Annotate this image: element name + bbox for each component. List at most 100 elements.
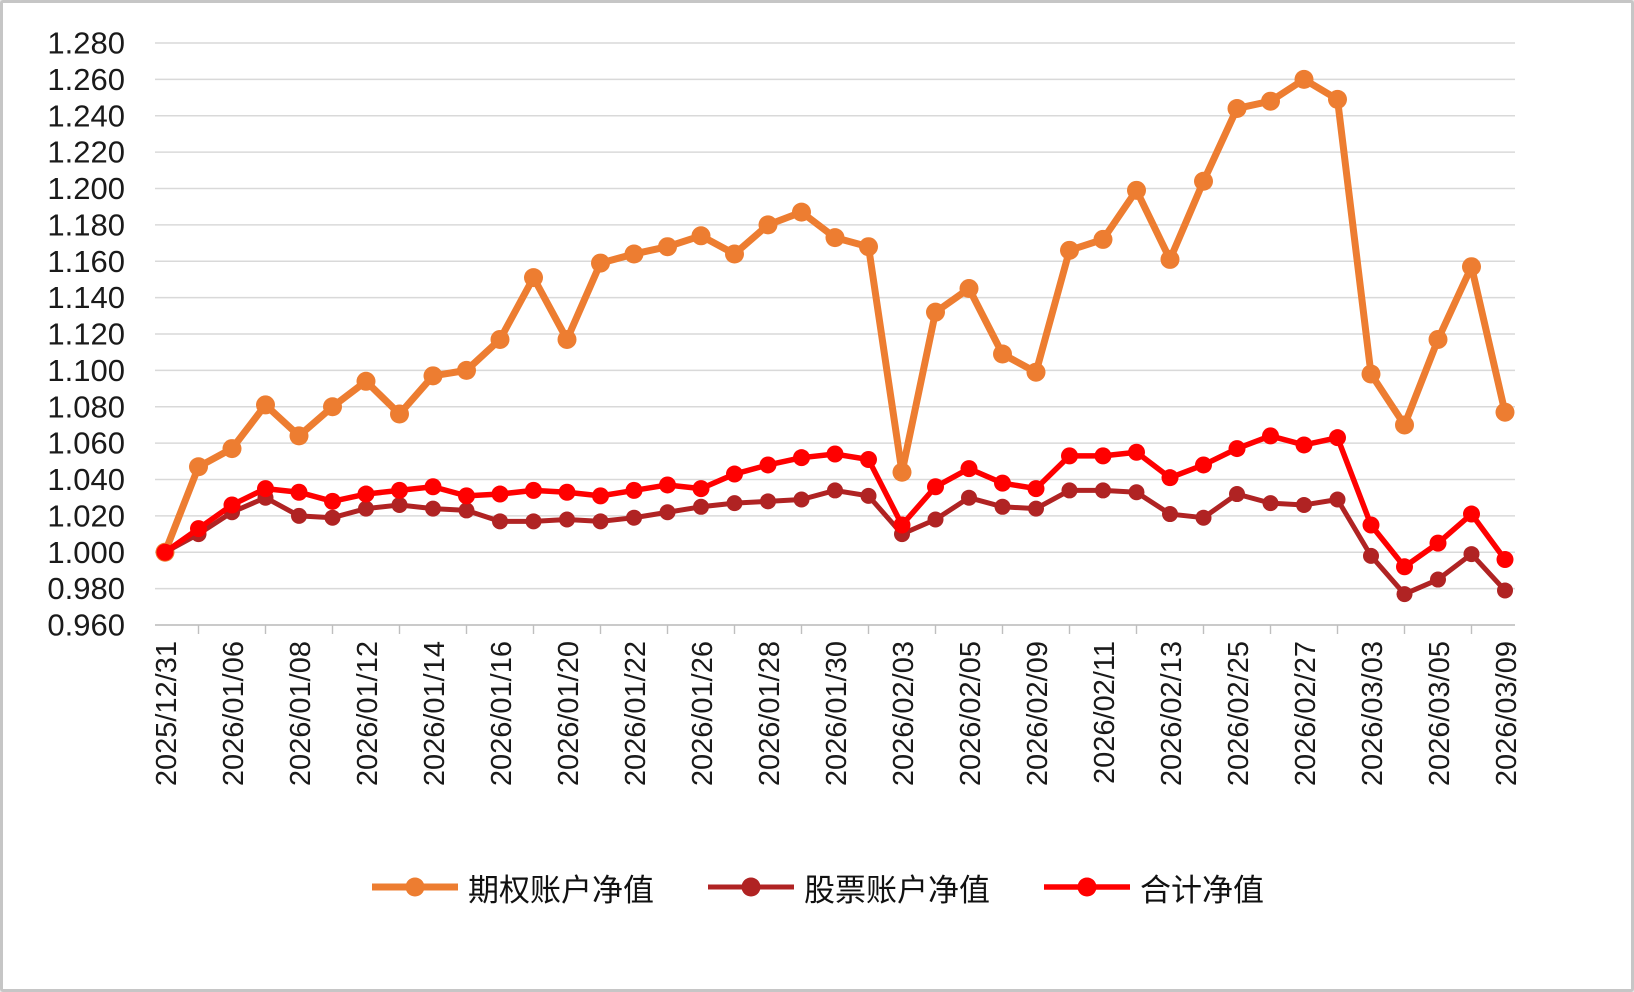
data-point-marker — [927, 478, 944, 496]
data-point-marker — [1463, 505, 1480, 523]
data-point-marker — [1396, 558, 1413, 576]
x-axis-tick-label: 2026/01/14 — [419, 641, 451, 786]
data-point-marker — [624, 244, 644, 264]
net-value-line-chart: 1.2801.2601.2401.2201.2001.1801.1601.140… — [47, 26, 1523, 787]
data-point-marker — [1161, 469, 1179, 487]
data-point-marker — [525, 481, 542, 499]
data-point-marker — [827, 482, 843, 499]
data-point-marker — [1061, 447, 1078, 465]
y-axis-tick-label: 1.220 — [47, 135, 125, 170]
data-point-marker — [1195, 509, 1212, 526]
data-point-marker — [1328, 89, 1347, 109]
x-axis-tick-label: 2026/02/05 — [955, 641, 987, 786]
data-point-marker — [1194, 171, 1213, 191]
data-point-marker — [490, 329, 510, 349]
x-axis-tick-label: 2026/03/09 — [1491, 641, 1523, 786]
data-point-marker — [1094, 447, 1112, 465]
data-point-marker — [156, 543, 174, 561]
data-point-marker — [591, 253, 610, 273]
data-point-marker — [959, 279, 979, 299]
data-point-marker — [659, 476, 676, 494]
data-point-marker — [726, 495, 743, 512]
y-axis-tick-label: 1.280 — [47, 26, 125, 61]
data-point-marker — [892, 462, 912, 482]
legend-label: 股票账户净值 — [804, 872, 990, 908]
data-point-marker — [1128, 484, 1145, 501]
data-point-marker — [994, 498, 1011, 515]
data-point-marker — [256, 395, 275, 415]
data-point-marker — [291, 507, 307, 524]
data-point-marker — [860, 487, 877, 504]
x-axis-tick-label: 2026/01/22 — [620, 641, 652, 786]
data-point-marker — [190, 520, 207, 538]
data-point-marker — [1395, 415, 1414, 435]
data-point-marker — [760, 493, 776, 510]
x-axis-tick-label: 2026/01/30 — [821, 641, 853, 786]
data-point-marker — [492, 513, 508, 530]
x-axis-tick-label: 2026/01/12 — [352, 641, 384, 786]
data-point-marker — [424, 478, 442, 496]
y-axis-tick-label: 1.080 — [47, 389, 125, 424]
y-axis-tick-label: 1.040 — [47, 462, 125, 497]
data-point-marker — [1229, 486, 1245, 503]
data-point-marker — [725, 244, 744, 264]
y-axis-tick-label: 0.960 — [47, 608, 125, 643]
data-point-marker — [859, 237, 878, 257]
data-point-marker — [726, 465, 743, 483]
data-point-marker — [1128, 443, 1145, 461]
data-point-marker — [557, 329, 577, 349]
data-point-marker — [961, 489, 977, 506]
data-point-marker — [1329, 429, 1346, 447]
data-point-marker — [1160, 249, 1180, 269]
y-axis-tick-label: 1.200 — [47, 171, 125, 206]
data-point-marker — [1363, 547, 1379, 564]
y-axis-tick-label: 1.260 — [47, 62, 125, 97]
data-point-marker — [357, 485, 375, 503]
x-axis-tick-label: 2026/03/03 — [1357, 641, 1389, 786]
y-axis-tick-label: 1.000 — [47, 535, 125, 570]
x-axis-tick-label: 2026/01/28 — [754, 641, 786, 786]
series-line-0 — [161, 75, 1509, 556]
data-point-marker — [693, 498, 709, 515]
data-point-marker — [458, 487, 475, 505]
data-point-marker — [289, 426, 309, 446]
data-point-marker — [793, 449, 810, 467]
data-point-marker — [1061, 482, 1078, 499]
data-point-marker — [592, 513, 609, 530]
x-axis-tick-label: 2026/01/16 — [486, 641, 518, 786]
data-point-marker — [391, 481, 408, 499]
data-point-marker — [1329, 491, 1346, 508]
data-point-marker — [524, 268, 543, 288]
data-point-marker — [391, 496, 408, 513]
y-axis-tick-label: 1.060 — [47, 426, 125, 461]
x-axis-tick-label: 2026/02/27 — [1290, 641, 1322, 786]
x-axis-tick-label: 2025/12/31 — [151, 641, 183, 786]
data-point-marker — [458, 502, 475, 519]
data-point-marker — [691, 226, 711, 246]
x-axis-tick-label: 2026/02/13 — [1156, 641, 1188, 786]
data-point-marker — [1162, 506, 1178, 523]
data-point-marker — [927, 511, 944, 528]
data-point-marker — [324, 492, 341, 510]
data-point-marker — [1462, 257, 1481, 277]
data-point-marker — [1195, 456, 1212, 474]
data-point-marker — [223, 496, 241, 514]
x-axis-tick-label: 2026/01/06 — [218, 641, 250, 786]
data-point-marker — [1227, 98, 1247, 118]
data-point-marker — [1396, 586, 1413, 603]
data-point-marker — [960, 460, 978, 478]
y-axis-tick-label: 1.240 — [47, 98, 125, 133]
data-point-marker — [1430, 571, 1446, 588]
data-point-marker — [659, 504, 676, 521]
data-point-marker — [793, 491, 810, 508]
data-point-marker — [893, 516, 911, 534]
legend-label: 合计净值 — [1140, 872, 1264, 908]
data-point-marker — [257, 480, 274, 498]
data-point-marker — [1262, 427, 1279, 445]
data-point-marker — [1362, 516, 1380, 534]
y-axis-tick-label: 1.140 — [47, 280, 125, 315]
data-point-marker — [993, 344, 1012, 364]
data-point-marker — [423, 366, 443, 386]
legend-marker-icon — [1044, 877, 1130, 897]
data-point-marker — [825, 228, 845, 248]
